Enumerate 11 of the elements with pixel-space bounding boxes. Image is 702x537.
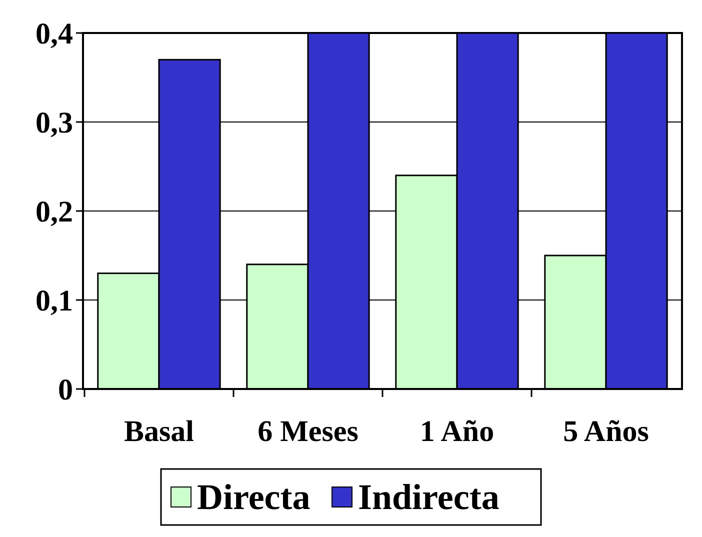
x-tick-label: 1 Año <box>420 415 494 448</box>
y-tick-label: 0,1 <box>36 284 73 318</box>
x-tick-label: 5 Años <box>563 415 649 448</box>
y-tick-label: 0,2 <box>36 196 73 228</box>
x-tick-label: Basal <box>124 415 194 448</box>
legend-label: Directa <box>197 477 310 517</box>
y-tick-label: 0 <box>58 374 73 406</box>
y-tick-label: 0,3 <box>36 106 73 140</box>
x-tick-label: 6 Meses <box>258 415 358 448</box>
y-tick-label: 0,4 <box>36 18 73 50</box>
legend-label: Indirecta <box>358 477 500 517</box>
